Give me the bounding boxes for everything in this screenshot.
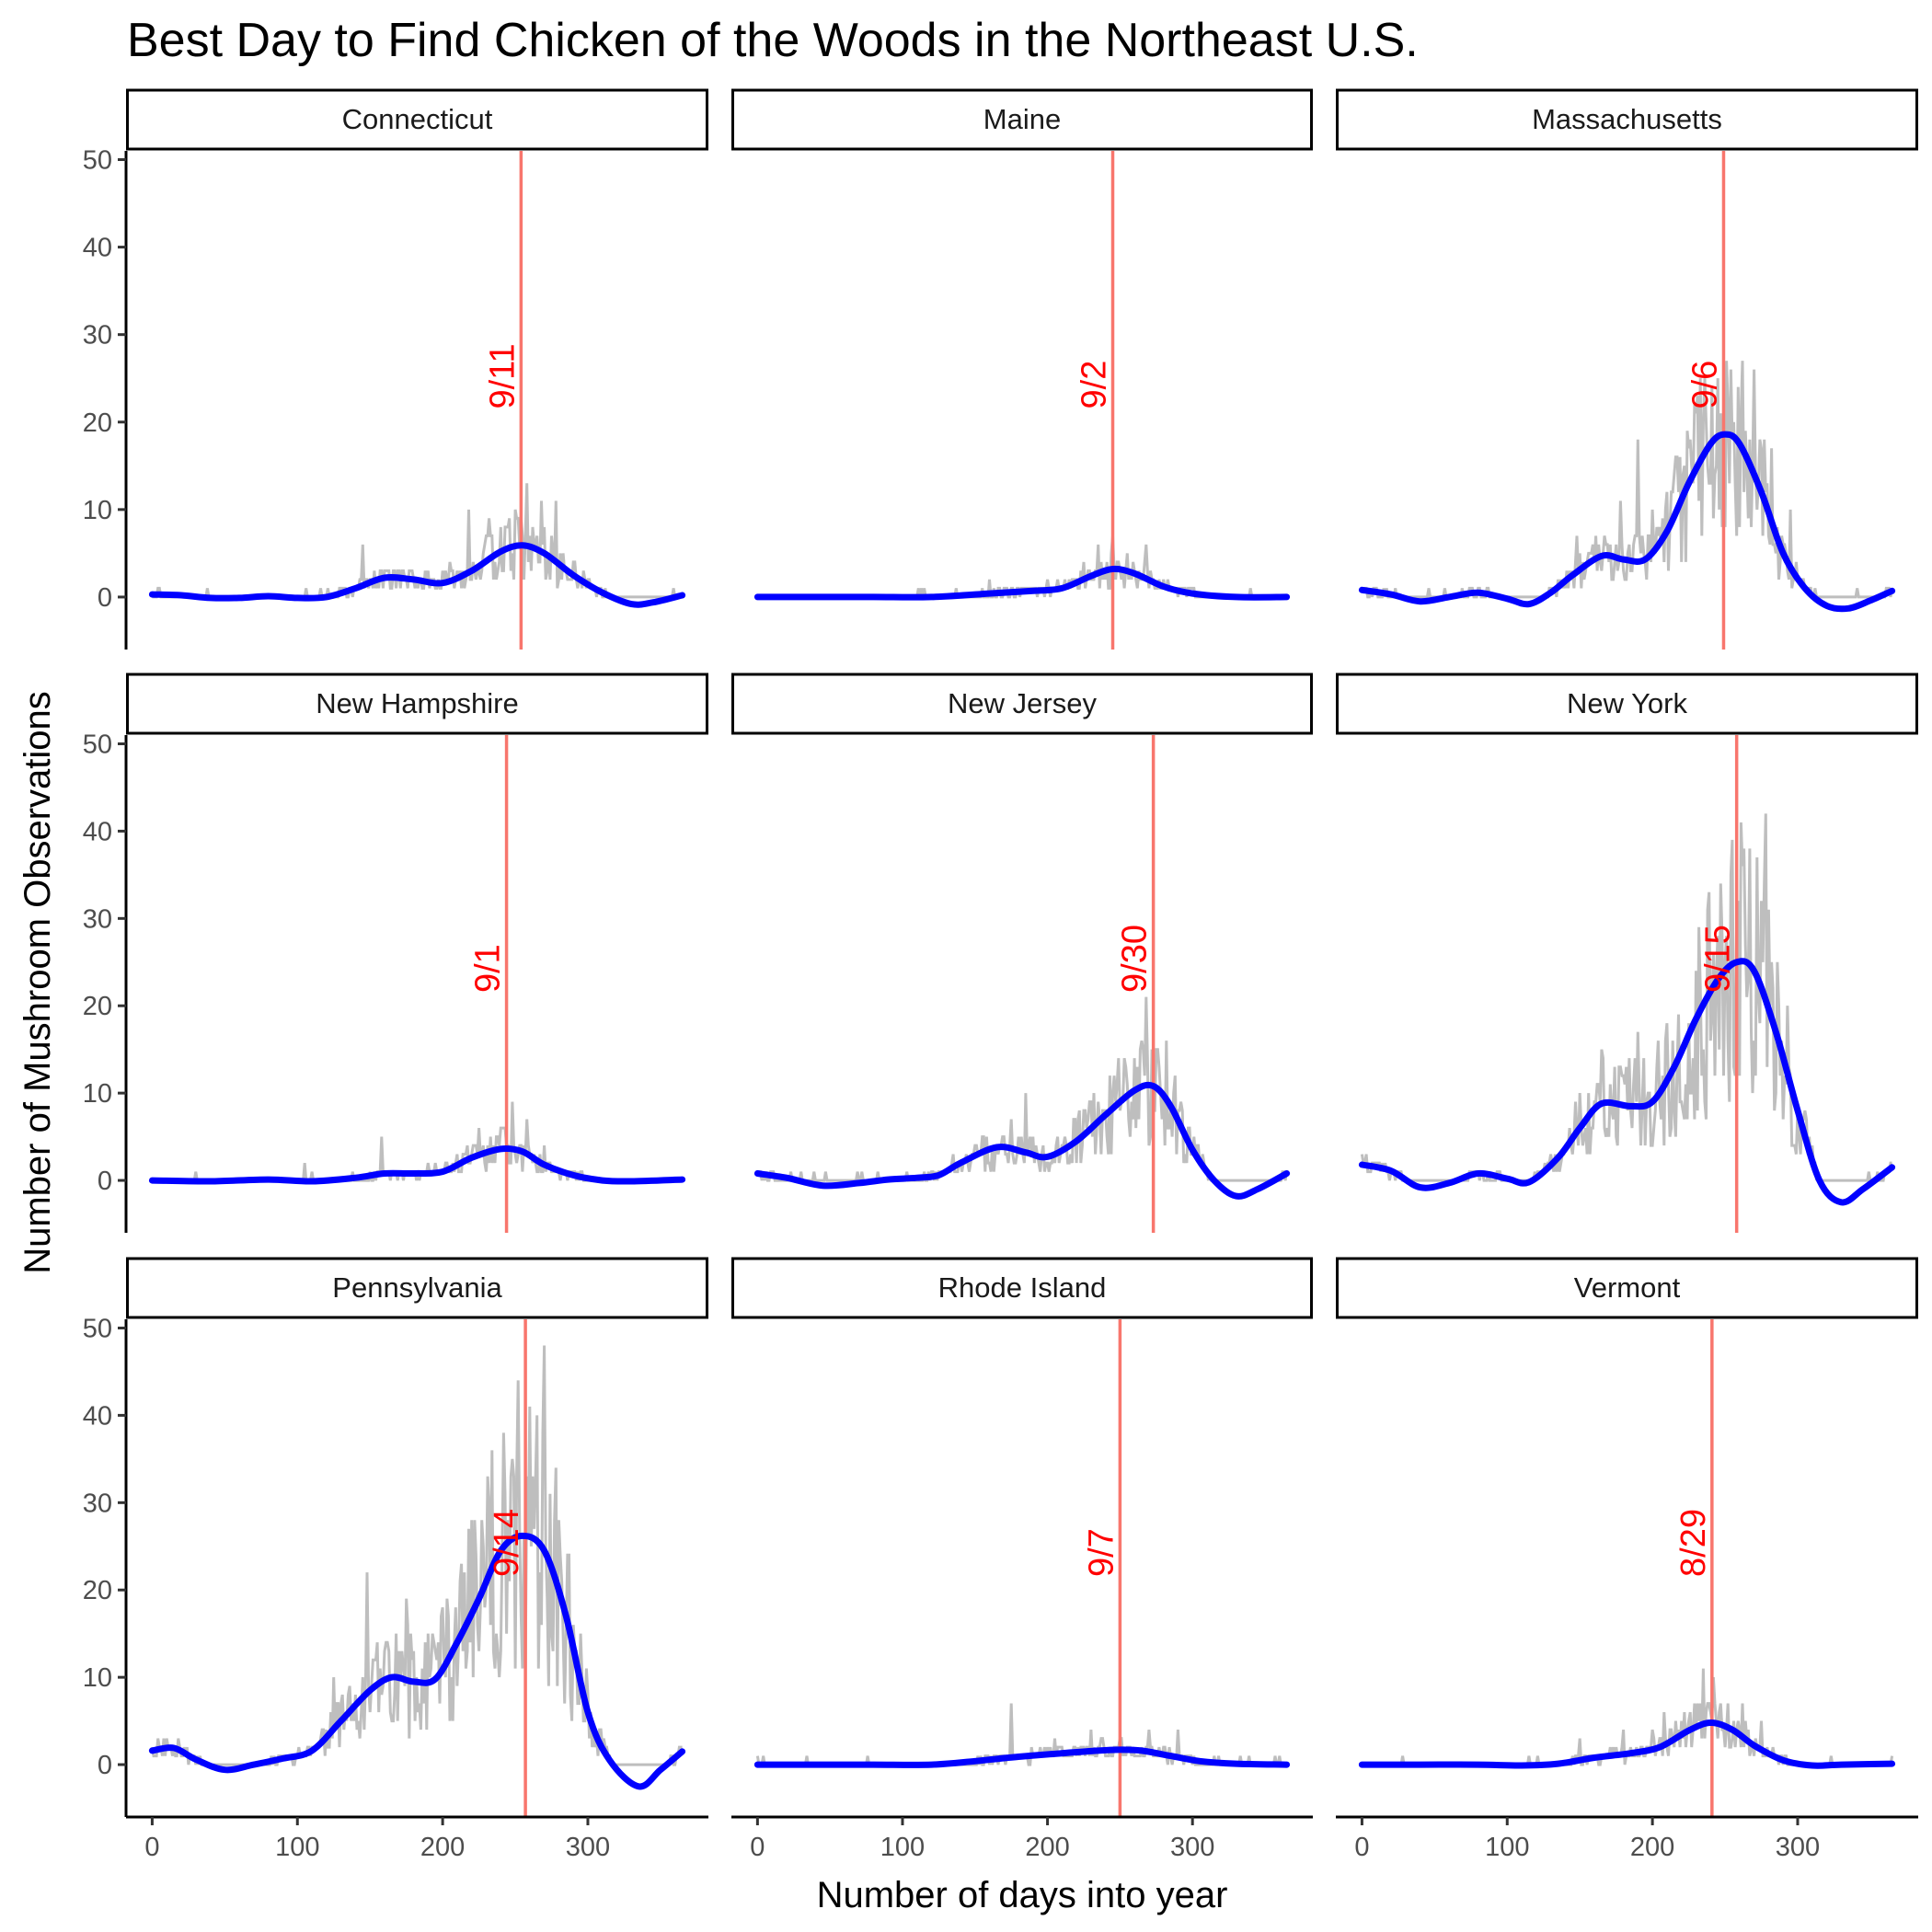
y-tick-label: 0 <box>98 1751 112 1780</box>
facet-new-jersey: New Jersey 9/30 <box>731 673 1313 1233</box>
y-axis-title: Number of Mushroom Observations <box>17 691 58 1274</box>
raw-observations-line <box>1362 1668 1894 1766</box>
x-tick-label: 0 <box>144 1833 159 1862</box>
facet-strip <box>126 1257 708 1319</box>
smooth-trend-line <box>753 1746 1291 1768</box>
raw-observations-line <box>150 1345 683 1766</box>
smooth-trend-line <box>753 565 1291 601</box>
facet-strip-label: Pennsylvania <box>332 1271 502 1304</box>
facet-strip <box>1336 88 1918 151</box>
x-tick-label: 300 <box>566 1833 610 1862</box>
facet-strip <box>731 673 1313 735</box>
x-tick-label: 100 <box>275 1833 319 1862</box>
y-tick-label: 40 <box>83 234 112 263</box>
x-axis-title: Number of days into year <box>817 1875 1228 1915</box>
y-tick-label: 10 <box>83 1079 112 1109</box>
raw-observations-line <box>757 535 1287 599</box>
facet-strip <box>1336 673 1918 735</box>
facet-massachusetts: Massachusetts 9/6 <box>1336 88 1918 650</box>
facet-strip-label: Maine <box>983 103 1061 135</box>
y-tick-label: 20 <box>83 992 112 1021</box>
facet-strip <box>731 1257 1313 1319</box>
x-tick-label: 0 <box>1354 1833 1369 1862</box>
smooth-trend-line <box>753 1081 1291 1200</box>
y-tick-label: 30 <box>83 1489 112 1518</box>
facet-rhode-island: Rhode Island 9/7 0 100 200 300 <box>731 1257 1313 1862</box>
facet-new-york: New York 9/15 <box>1336 673 1918 1233</box>
chart-title: Best Day to Find Chicken of the Woods in… <box>127 14 1419 67</box>
y-tick-label: 50 <box>83 146 112 176</box>
facet-maine: Maine 9/2 <box>731 88 1313 650</box>
x-tick-label: 200 <box>1630 1833 1674 1862</box>
facet-strip-label: New Hampshire <box>316 687 519 719</box>
y-tick-label: 10 <box>83 496 112 525</box>
facet-strip-label: Massachusetts <box>1532 103 1722 135</box>
y-tick-label: 50 <box>83 1314 112 1343</box>
y-tick-label: 40 <box>83 1401 112 1431</box>
facet-strip-label: New York <box>1567 687 1687 719</box>
facet-strip <box>126 673 708 735</box>
smooth-trend-line <box>1358 431 1896 613</box>
peak-day-label: 9/6 <box>1686 361 1725 409</box>
x-tick-label: 200 <box>1025 1833 1069 1862</box>
facet-strip-label: Rhode Island <box>938 1271 1107 1304</box>
facet-strip-label: Vermont <box>1574 1271 1681 1304</box>
smooth-trend-line <box>148 1532 686 1790</box>
x-tick-label: 100 <box>880 1833 925 1862</box>
x-tick-label: 100 <box>1485 1833 1529 1862</box>
facet-strip-label: Connecticut <box>342 103 493 135</box>
y-tick-label: 30 <box>83 904 112 934</box>
facet-pennsylvania: Pennsylvania 9/14 0 10 20 30 40 50 0 100 200 300 <box>83 1257 708 1862</box>
peak-day-label: 9/15 <box>1699 925 1738 993</box>
facet-new-hampshire: New Hampshire 9/1 0 10 20 30 40 50 <box>83 673 708 1233</box>
raw-observations-line <box>757 996 1289 1182</box>
smooth-trend-line <box>1358 958 1896 1206</box>
x-tick-label: 0 <box>750 1833 765 1862</box>
x-tick-label: 300 <box>1170 1833 1214 1862</box>
y-tick-label: 0 <box>98 583 112 613</box>
facet-strip-label: New Jersey <box>948 687 1097 719</box>
peak-day-label: 9/1 <box>469 944 508 993</box>
x-tick-label: 300 <box>1776 1833 1820 1862</box>
facet-strip <box>1336 1257 1918 1319</box>
y-tick-label: 40 <box>83 817 112 846</box>
y-tick-label: 30 <box>83 321 112 351</box>
smooth-trend-line <box>148 1144 686 1185</box>
x-tick-label: 200 <box>420 1833 465 1862</box>
y-tick-label: 50 <box>83 730 112 759</box>
peak-day-label: 8/29 <box>1674 1509 1713 1577</box>
raw-observations-line <box>1360 813 1892 1182</box>
y-tick-label: 20 <box>83 1576 112 1605</box>
peak-day-label: 9/14 <box>488 1509 526 1577</box>
facet-panels: Connecticut9/1101020304050Maine9/2Massac… <box>83 88 1918 1862</box>
y-tick-label: 0 <box>98 1167 112 1196</box>
facet-vermont: Vermont 8/29 0 100 200 300 <box>1336 1257 1918 1862</box>
y-tick-label: 20 <box>83 408 112 438</box>
peak-day-label: 9/11 <box>483 343 522 408</box>
y-tick-label: 10 <box>83 1663 112 1693</box>
peak-day-label: 9/30 <box>1116 925 1155 993</box>
smooth-trend-line <box>1358 1719 1896 1769</box>
smooth-trend-line <box>148 542 686 608</box>
raw-observations-line <box>152 1101 683 1182</box>
peak-day-label: 9/2 <box>1075 361 1114 409</box>
facet-connecticut: Connecticut 9/11 0 10 20 30 40 50 <box>83 88 708 650</box>
peak-day-label: 9/7 <box>1082 1528 1121 1577</box>
facet-strip <box>126 88 708 151</box>
facet-strip <box>731 88 1313 151</box>
